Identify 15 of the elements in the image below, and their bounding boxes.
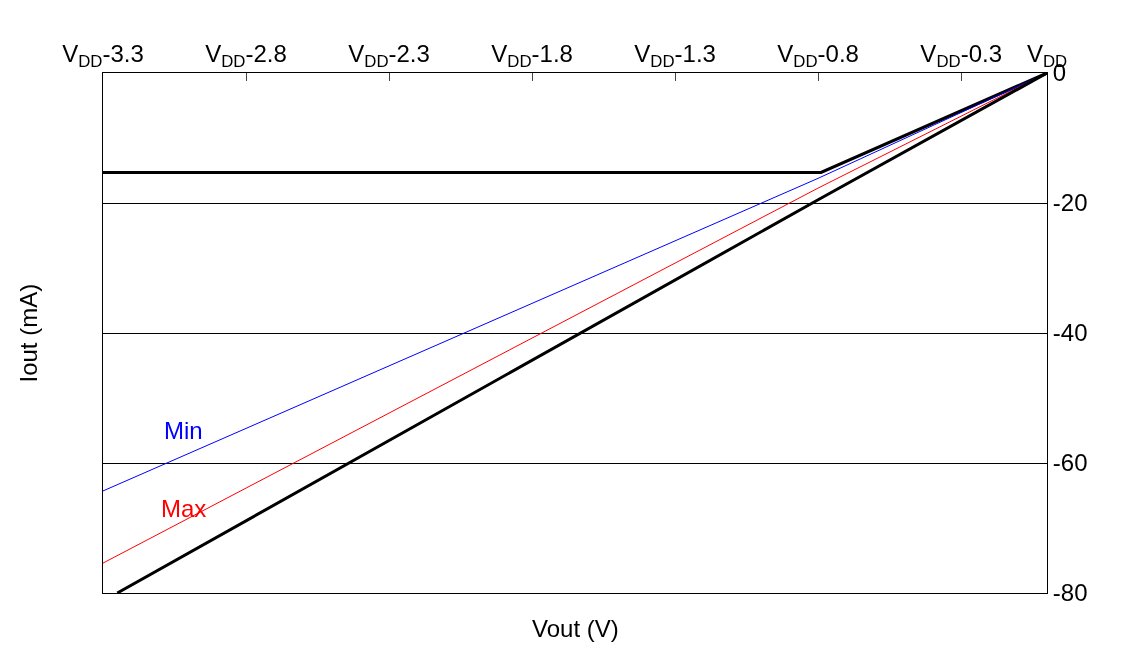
x-tick-label: V$_{DD}$-2.3 xyxy=(348,40,430,72)
x-tick-label: V$_{DD}$-0.8 xyxy=(777,40,859,72)
y-tick-label: -20 xyxy=(1052,189,1088,217)
x-tick-label: V$_{DD}$-1.8 xyxy=(491,40,573,72)
y-tick-label: -60 xyxy=(1052,449,1088,477)
x-tick-label: V$_{DD}$-2.8 xyxy=(205,40,287,72)
x-tick-label: V$_{DD}$-0.3 xyxy=(920,40,1002,72)
x-tick-label: V$_{DD}$-3.3 xyxy=(62,40,144,72)
y-tick-label: -80 xyxy=(1052,579,1088,607)
series-label: Min xyxy=(164,417,203,444)
y-tick-label: -40 xyxy=(1052,319,1088,347)
x-axis-title: Vout (V) xyxy=(532,615,619,642)
x-tick-label: V$_{DD}$-1.3 xyxy=(634,40,716,72)
y-axis-title: Iout (mA) xyxy=(14,283,42,383)
series-label: Max xyxy=(161,495,207,522)
